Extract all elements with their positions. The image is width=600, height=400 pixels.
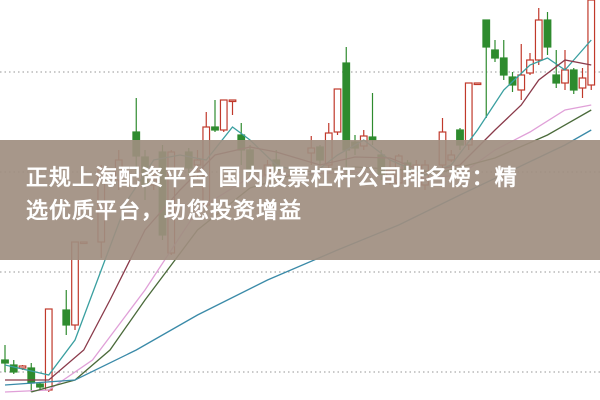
candle-down	[543, 19, 552, 48]
headline-text: 正规上海配资平台 国内股票杠杆公司排名榜：精 选优质平台，助您投资增益	[26, 162, 586, 228]
candle-up	[333, 88, 342, 133]
headline-line-2: 选优质平台，助您投资增益	[26, 199, 303, 224]
candle-up	[464, 82, 473, 146]
candle-down	[342, 62, 351, 151]
candle-up	[587, 0, 596, 86]
candle-up	[526, 59, 534, 74]
candle-up	[228, 99, 237, 103]
candle-up	[534, 19, 543, 61]
candle-down	[552, 74, 561, 84]
candle-up	[473, 82, 482, 86]
candle-down	[36, 383, 44, 388]
candle-up	[18, 365, 27, 369]
candle-down	[569, 69, 578, 91]
headline-line-1: 正规上海配资平台 国内股票杠杆公司排名榜：精	[26, 166, 518, 191]
candle-down	[1, 359, 9, 364]
candle-up	[578, 77, 587, 89]
candle-down	[491, 49, 499, 59]
candle-down	[62, 309, 71, 326]
headline-banner: 正规上海配资平台 国内股票杠杆公司排名榜：精 选优质平台，助您投资增益	[0, 140, 600, 260]
candle-down	[9, 364, 18, 373]
candle-up	[219, 99, 228, 131]
candle-up	[561, 69, 569, 84]
candle-down	[482, 19, 491, 48]
candle-down	[211, 126, 219, 131]
candle-up	[517, 74, 526, 91]
candle-down	[499, 57, 508, 76]
